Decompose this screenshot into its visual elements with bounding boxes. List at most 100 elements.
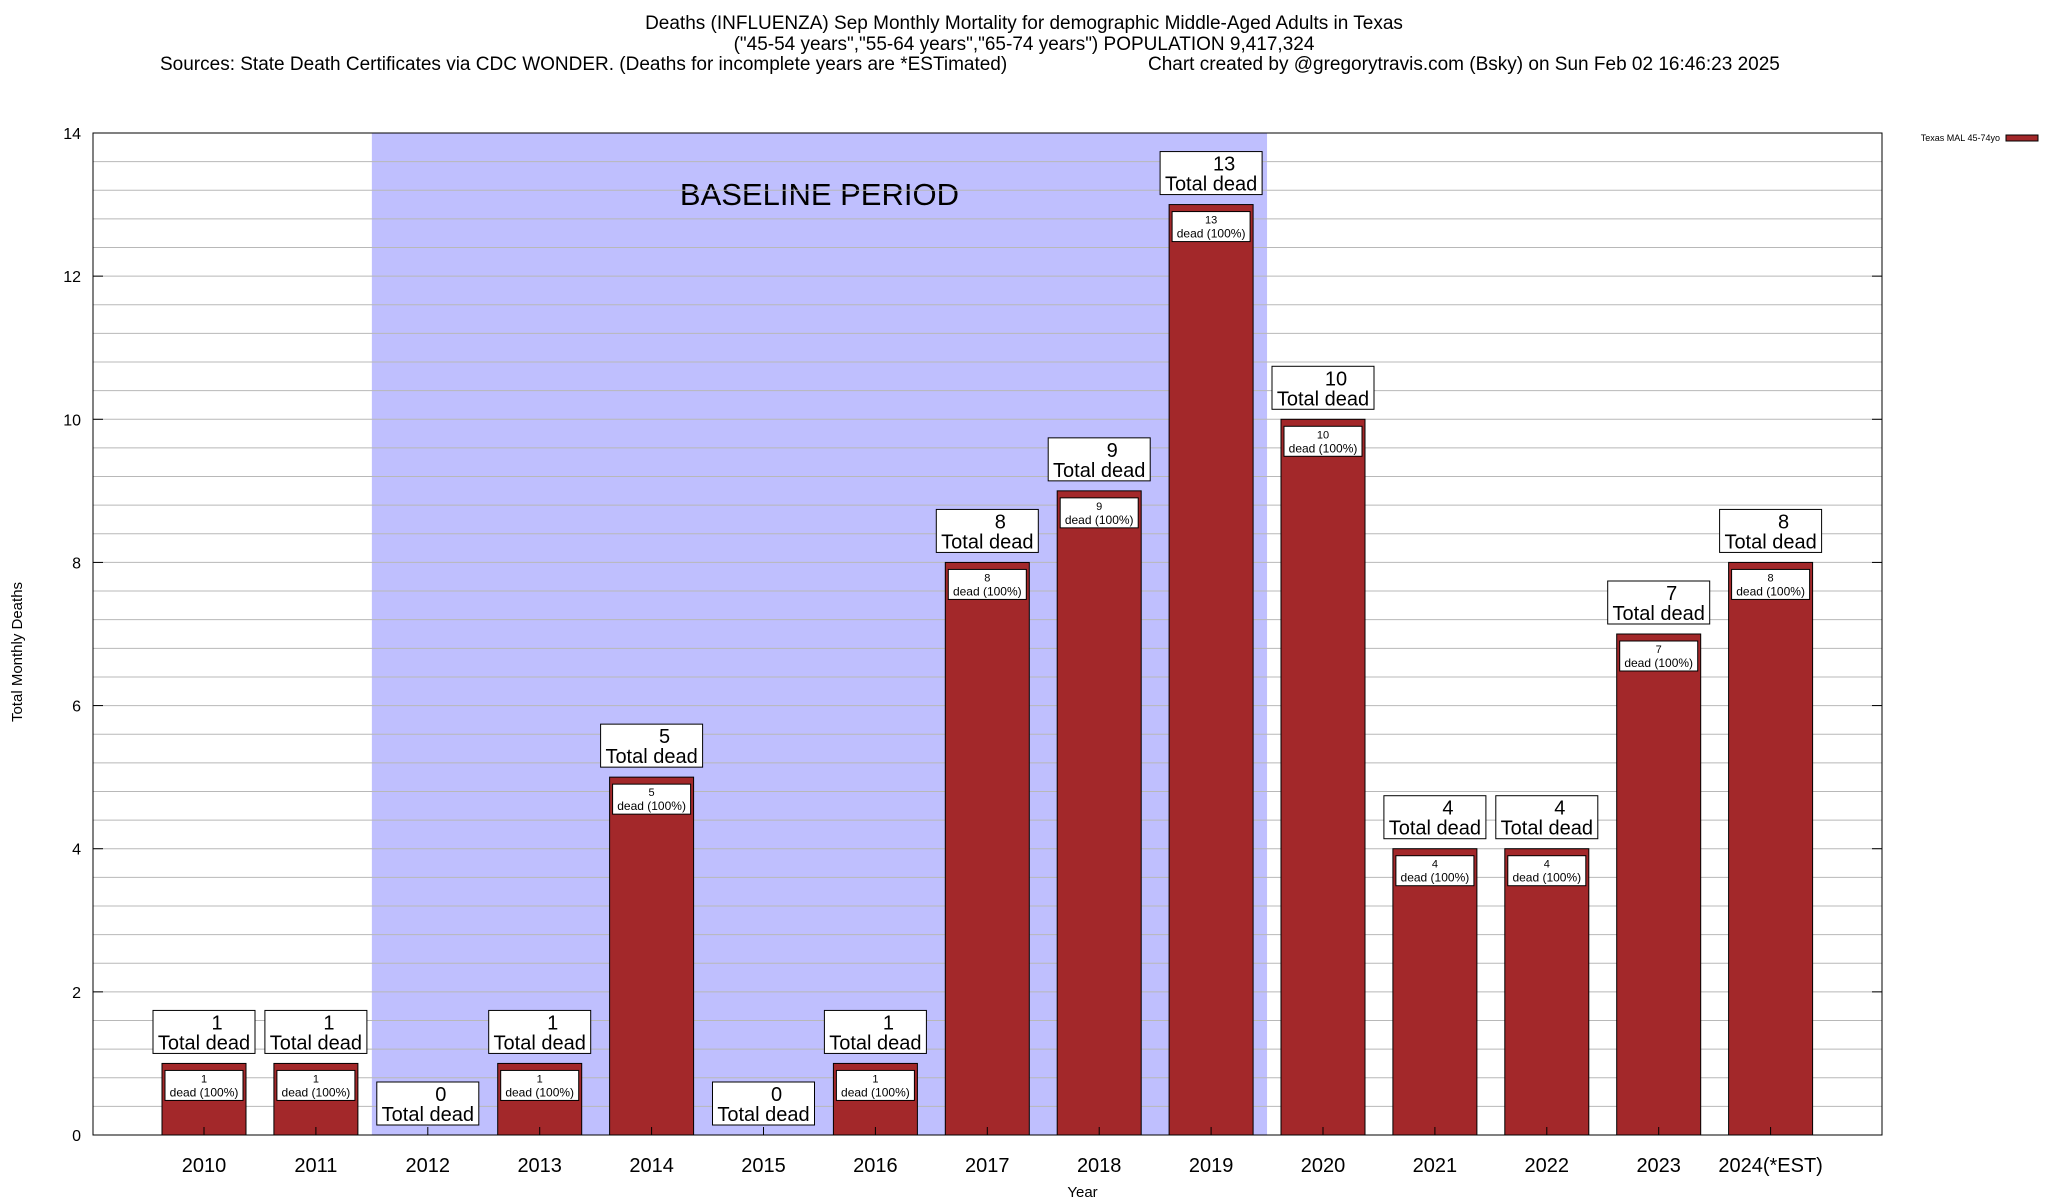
total-value: 8 [1778, 511, 1789, 533]
x-tick-label: 2010 [182, 1155, 227, 1177]
total-label: Total dead [1389, 818, 1481, 840]
bar-2014 [609, 776, 695, 1136]
total-value: 1 [547, 1012, 558, 1034]
total-label: Total dead [1165, 174, 1257, 196]
total-value: 4 [1442, 798, 1453, 820]
y-tick-label: 10 [63, 412, 81, 429]
x-tick-label: 2023 [1636, 1155, 1681, 1177]
bar-inner-label: dead (100%) [282, 1085, 351, 1099]
total-value: 8 [995, 511, 1006, 533]
bar-inner-value: 4 [1432, 859, 1438, 871]
bar-2020 [1280, 418, 1366, 1136]
bar-inner-value: 1 [537, 1073, 543, 1085]
total-label-box [1719, 508, 1823, 553]
total-label: Total dead [1724, 531, 1816, 553]
x-tick-label: 2015 [741, 1155, 786, 1177]
chart-title-line1: Deaths (INFLUENZA) Sep Monthly Mortality… [645, 13, 1403, 34]
bar-inner-label: dead (100%) [505, 1085, 574, 1099]
bar-inner-value: 10 [1317, 429, 1329, 441]
y-tick-label: 4 [72, 842, 81, 859]
x-tick-label: 2021 [1413, 1155, 1458, 1177]
bar-inner-value: 7 [1656, 644, 1662, 656]
bar-inner-label: dead (100%) [1736, 584, 1805, 598]
bar-inner-label-box [835, 1069, 915, 1101]
total-label: Total dead [158, 1032, 250, 1054]
bar-inner-label-box [164, 1069, 244, 1101]
x-tick-label: 2011 [294, 1155, 337, 1177]
y-tick-label: 6 [72, 699, 81, 716]
bar-inner-value: 1 [313, 1073, 319, 1085]
total-label-box [1495, 795, 1599, 840]
total-value: 1 [211, 1012, 222, 1034]
total-label-box [1047, 437, 1151, 482]
x-tick-label: 2020 [1301, 1155, 1346, 1177]
y-axis-title: Total Monthly Deaths [9, 582, 26, 722]
total-label-box [823, 1009, 927, 1054]
total-value: 13 [1213, 154, 1235, 176]
total-label-box [935, 508, 1039, 553]
total-label-box [488, 1009, 592, 1054]
x-tick-label: 2013 [517, 1155, 562, 1177]
bar-2023 [1616, 633, 1702, 1136]
chart-sources: Sources: State Death Certificates via CD… [160, 54, 1008, 75]
bar-inner-label-box [1395, 855, 1475, 887]
total-value: 7 [1666, 583, 1677, 605]
bar-2024(*EST) [1728, 561, 1814, 1136]
total-value: 1 [883, 1012, 894, 1034]
legend-swatch [2005, 134, 2039, 142]
bar-inner-label: dead (100%) [1065, 513, 1134, 527]
total-value: 5 [659, 726, 670, 748]
bar-inner-label-box [500, 1069, 580, 1101]
x-axis-title: Year [1067, 1184, 1097, 1200]
bar-inner-label: dead (100%) [1401, 871, 1470, 885]
x-tick-label: 2022 [1525, 1155, 1570, 1177]
plot-frame [92, 132, 1883, 1136]
total-value: 0 [435, 1084, 446, 1106]
bar-inner-label-box [1507, 855, 1587, 887]
bar-2019 [1168, 204, 1254, 1136]
bar-2021 [1392, 848, 1478, 1136]
bar-inner-value: 8 [1768, 572, 1774, 584]
total-value: 1 [323, 1012, 334, 1034]
bar-inner-label-box [1619, 640, 1699, 672]
x-tick-label: 2019 [1189, 1155, 1234, 1177]
chart-credit: Chart created by @gregorytravis.com (Bsk… [1148, 54, 1780, 75]
bar-inner-value: 5 [649, 787, 655, 799]
total-label: Total dead [1277, 388, 1369, 410]
total-value: 10 [1325, 368, 1347, 390]
total-label: Total dead [382, 1104, 474, 1126]
bar-inner-label: dead (100%) [1512, 871, 1581, 885]
total-label: Total dead [270, 1032, 362, 1054]
bar-inner-label-box [947, 568, 1027, 600]
bar-inner-label: dead (100%) [1289, 441, 1358, 455]
bar-inner-label: dead (100%) [1177, 227, 1246, 241]
bar-inner-label-box [612, 783, 692, 815]
total-label: Total dead [717, 1104, 809, 1126]
bar-inner-label: dead (100%) [617, 799, 686, 813]
total-label-box [264, 1009, 368, 1054]
bar-inner-value: 8 [984, 572, 990, 584]
legend-label: Texas MAL 45-74yo [1921, 133, 2000, 143]
bar-inner-value: 1 [872, 1073, 878, 1085]
baseline-label: BASELINE PERIOD [680, 177, 959, 212]
total-label: Total dead [1501, 818, 1593, 840]
bar-inner-label: dead (100%) [170, 1085, 239, 1099]
bar-inner-label: dead (100%) [841, 1085, 910, 1099]
total-label-box [1159, 151, 1263, 196]
bar-2018 [1056, 490, 1142, 1136]
y-tick-label: 14 [63, 126, 81, 143]
y-tick-label: 0 [72, 1128, 81, 1145]
total-label: Total dead [494, 1032, 586, 1054]
bar-2022 [1504, 848, 1590, 1136]
y-tick-label: 2 [72, 985, 81, 1002]
total-label: Total dead [1053, 460, 1145, 482]
total-value: 0 [771, 1084, 782, 1106]
bar-inner-value: 9 [1096, 501, 1102, 513]
x-tick-label: 2014 [629, 1155, 674, 1177]
x-tick-label: 2016 [853, 1155, 898, 1177]
x-tick-label: 2024(*EST) [1718, 1155, 1823, 1177]
total-label-box [376, 1081, 480, 1126]
bar-inner-label: dead (100%) [1624, 656, 1693, 670]
bar-inner-value: 13 [1205, 215, 1217, 227]
